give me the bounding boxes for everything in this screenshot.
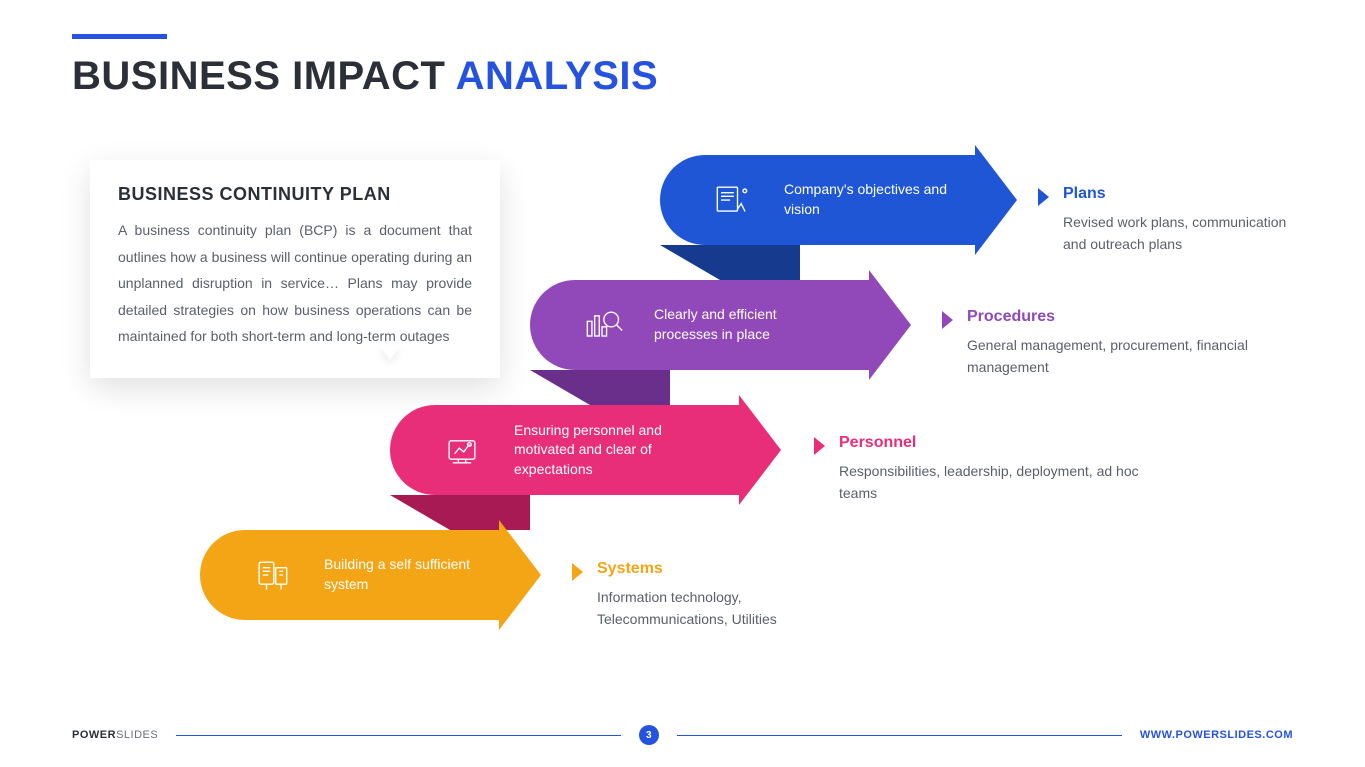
desc-body: Responsibilities, leadership, deployment… [839,460,1164,505]
accent-bar [72,34,167,39]
desc-plans: Plans Revised work plans, communication a… [1038,185,1288,256]
arrow-personnel: Ensuring personnel and motivated and cle… [390,405,781,495]
callout-body: A business continuity plan (BCP) is a do… [118,217,472,350]
footer-page-number: 3 [639,725,659,745]
callout-heading: BUSINESS CONTINUITY PLAN [118,184,472,205]
desc-title: Plans [1063,185,1288,203]
arrow-body: Clearly and efficient processes in place [530,280,870,370]
caret-icon [572,563,583,581]
desc-title: Personnel [839,434,1164,452]
arrow-text: Ensuring personnel and motivated and cle… [514,421,694,480]
footer-brand-light: SLIDES [116,729,158,741]
caret-icon [942,311,953,329]
desc-title: Systems [597,560,852,578]
footer-line-left [176,735,621,736]
arrow-head [739,395,781,505]
footer-brand-bold: POWER [72,729,116,741]
systems-icon [250,553,294,597]
title-main: BUSINESS IMPACT [72,54,456,98]
arrow-head [975,145,1017,255]
procedures-icon [580,303,624,347]
arrow-text: Clearly and efficient processes in place [654,305,834,344]
arrow-head [499,520,541,630]
arrow-plans: Company's objectives and vision [660,155,1017,245]
arrow-procedures: Clearly and efficient processes in place [530,280,911,370]
desc-body: Revised work plans, communication and ou… [1063,211,1288,256]
footer-brand: POWERSLIDES [72,729,158,741]
arrow-body: Ensuring personnel and motivated and cle… [390,405,740,495]
title-accent: ANALYSIS [456,54,659,98]
caret-icon [1038,188,1049,206]
arrow-connector [660,245,800,280]
desc-personnel: Personnel Responsibilities, leadership, d… [814,434,1164,505]
desc-content: Procedures General management, procuremen… [967,308,1262,379]
plans-icon [710,178,754,222]
arrow-body: Company's objectives and vision [660,155,976,245]
personnel-icon [440,428,484,472]
arrow-head [869,270,911,380]
caret-icon [814,437,825,455]
slide-title: BUSINESS IMPACT ANALYSIS [72,54,658,99]
arrow-systems: Building a self sufficient system [200,530,541,620]
desc-systems: Systems Information technology, Telecommu… [572,560,852,631]
arrow-body: Building a self sufficient system [200,530,500,620]
desc-content: Plans Revised work plans, communication a… [1063,185,1288,256]
footer: POWERSLIDES 3 WWW.POWERSLIDES.COM [72,725,1293,745]
desc-content: Systems Information technology, Telecommu… [597,560,852,631]
arrow-connector [530,370,670,405]
footer-url: WWW.POWERSLIDES.COM [1140,729,1293,741]
desc-procedures: Procedures General management, procuremen… [942,308,1262,379]
arrow-text: Building a self sufficient system [324,555,500,594]
desc-content: Personnel Responsibilities, leadership, d… [839,434,1164,505]
callout-box: BUSINESS CONTINUITY PLAN A business cont… [90,160,500,378]
callout-tail [380,346,400,360]
desc-title: Procedures [967,308,1262,326]
desc-body: General management, procurement, financi… [967,334,1262,379]
footer-line-right [677,735,1122,736]
desc-body: Information technology, Telecommunicatio… [597,586,852,631]
arrow-text: Company's objectives and vision [784,180,964,219]
